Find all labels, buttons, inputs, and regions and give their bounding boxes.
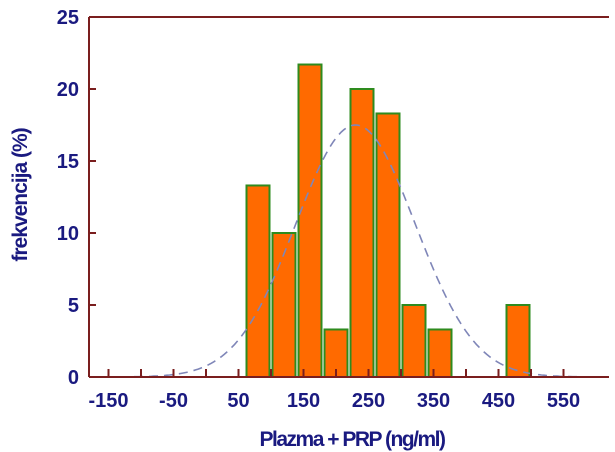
histogram-bar xyxy=(401,304,427,378)
plot-area xyxy=(245,63,531,379)
y-tick-label: 15 xyxy=(57,151,79,173)
x-tick-label: 450 xyxy=(482,390,515,412)
x-tick-label: 50 xyxy=(227,390,249,412)
x-tick-label: -50 xyxy=(159,390,188,412)
histogram-bar xyxy=(245,184,271,378)
histogram-bar xyxy=(297,63,323,379)
y-tick-label: 10 xyxy=(57,223,79,245)
x-tick-label: 550 xyxy=(547,390,580,412)
y-tick-label: 5 xyxy=(68,295,79,317)
histogram-bar xyxy=(375,112,401,378)
x-tick-label: 250 xyxy=(352,390,385,412)
x-axis-title: Plazma + PRP (ng/ml) xyxy=(260,428,445,451)
y-tick-label: 20 xyxy=(57,79,79,101)
x-tick-label: 150 xyxy=(287,390,320,412)
y-tick-label: 0 xyxy=(68,367,79,389)
y-axis-title: frekvencija (%) xyxy=(9,128,32,261)
histogram-bar xyxy=(427,328,453,379)
normal-curve-layer xyxy=(89,124,609,378)
x-tick-label: 350 xyxy=(417,390,450,412)
axes: 0 5 10 15 20 25 -150 -50 50 150 250 350 450 550 xyxy=(57,7,609,412)
normal-curve xyxy=(89,124,609,378)
x-tick-label: -150 xyxy=(88,390,128,412)
histogram-bar xyxy=(505,304,531,378)
y-tick-label: 25 xyxy=(57,7,79,29)
